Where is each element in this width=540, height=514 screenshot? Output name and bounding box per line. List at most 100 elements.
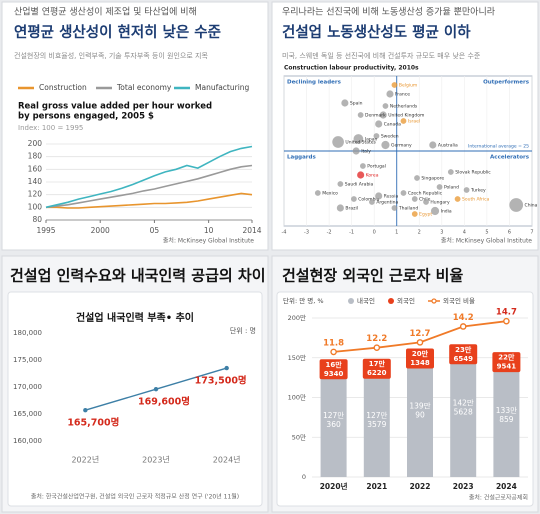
- legend-label: 외국인 비율: [443, 296, 475, 305]
- value-label: 17만: [369, 359, 386, 368]
- x-tick-label: -3: [304, 230, 309, 236]
- point-label: Canada: [384, 122, 401, 128]
- legend-label: 내국인: [357, 296, 375, 305]
- point: [400, 118, 407, 124]
- x-tick-label: 2000: [91, 226, 110, 235]
- point: [314, 190, 321, 196]
- point-label: Singapore: [421, 176, 444, 182]
- point-label: France: [395, 92, 410, 98]
- title: 건설현장 외국인 근로자 비율: [282, 267, 463, 285]
- series-line: [45, 145, 253, 209]
- source: 출처: McKinsey Global Institute: [441, 237, 532, 245]
- unit-label: 단위: 만 명, %: [283, 296, 324, 305]
- x-tick-label: 2023년: [142, 455, 170, 465]
- y-tick-label: 180,000: [13, 329, 42, 337]
- x-tick-label: 1: [395, 230, 398, 236]
- x-tick-label: 2: [418, 230, 421, 236]
- value-label: 20만: [412, 349, 429, 358]
- point-label: Sweden: [381, 134, 399, 140]
- point: [447, 169, 454, 175]
- y-tick-label: 80: [32, 215, 42, 224]
- point: [373, 133, 380, 139]
- value-label: 142만: [453, 399, 474, 408]
- point: [459, 323, 467, 330]
- source: 출처: 한국건설산업연구원, 건설업 외국인 근로자 적정규모 산정 연구 ('…: [31, 493, 239, 501]
- point: [360, 163, 366, 169]
- x-tick-label: 2023: [453, 482, 474, 491]
- point-label: Thailand: [398, 206, 418, 212]
- x-tick-label: 10: [204, 226, 214, 235]
- point-label: Australia: [438, 143, 458, 149]
- value-label: 169,600명: [138, 396, 190, 408]
- point: [382, 103, 389, 109]
- point-label: South Africa: [462, 197, 490, 203]
- point-label: Hungary: [430, 200, 450, 206]
- point: [381, 140, 390, 150]
- point: [337, 181, 344, 187]
- point-label: Spain: [350, 101, 363, 107]
- x-tick-label: 3: [440, 230, 443, 236]
- value-label: 14.2: [453, 313, 474, 323]
- legend-label: Construction: [39, 83, 87, 92]
- x-tick-label: 2014: [242, 226, 261, 235]
- value-label: 12.7: [410, 329, 431, 339]
- point: [341, 99, 349, 107]
- y-tick-label: 160,000: [13, 437, 42, 445]
- point-label: Turkey: [470, 188, 486, 194]
- point-label: Germany: [391, 143, 412, 149]
- bar-segment: [407, 366, 433, 477]
- point-label: Japan: [364, 137, 378, 143]
- title: 연평균 생산성이 현저히 낮은 수준: [14, 23, 221, 41]
- legend-label: Manufacturing: [195, 83, 250, 92]
- point: [454, 196, 461, 202]
- x-tick-label: 7: [530, 230, 533, 236]
- point: [330, 348, 337, 356]
- y-tick-label: 100만: [288, 393, 306, 402]
- point-label: Italy: [361, 149, 371, 155]
- value-label: 6549: [453, 355, 473, 363]
- quadrant-label: Laggards: [287, 155, 316, 161]
- value-label: 9541: [497, 363, 517, 371]
- title: 건설업 노동생산성도 평균 이하: [282, 23, 471, 41]
- y-tick-label: 200만: [288, 313, 306, 322]
- point: [336, 204, 344, 212]
- point-label: Belgium: [399, 83, 417, 89]
- x-tick-label: 6: [508, 230, 511, 236]
- source: 출처: McKinsey Global Institute: [163, 237, 254, 245]
- point: [375, 120, 383, 128]
- chart-title: Real gross value added per hour worked: [18, 102, 212, 112]
- point: [423, 199, 429, 205]
- point: [153, 386, 159, 392]
- point-label: Czech Republic: [408, 191, 443, 197]
- point: [411, 211, 418, 217]
- point: [379, 111, 387, 119]
- value-label-box: [319, 359, 348, 380]
- value-label: 14.7: [496, 308, 517, 318]
- average-label: International average = 25: [468, 144, 529, 150]
- point-label: Egypt: [419, 212, 432, 218]
- source: 출처: 건설근로자공제회: [469, 494, 528, 502]
- value-label: 360: [326, 420, 341, 429]
- value-label-box: [449, 344, 478, 365]
- x-tick-label: -4: [282, 230, 287, 236]
- bar-segment: [493, 371, 520, 477]
- subtitle: 산업별 연평균 생산성이 제조업 및 타산업에 비해: [14, 6, 197, 18]
- value-label: 6220: [367, 369, 387, 377]
- x-tick-label: -2: [327, 230, 332, 236]
- y-tick-label: 165,000: [13, 410, 42, 418]
- value-label-box: [492, 352, 521, 373]
- x-tick-label: 2022: [410, 482, 431, 491]
- point: [509, 198, 524, 212]
- panel: [1, 1, 269, 251]
- point: [436, 184, 443, 190]
- y-tick-label: 180: [28, 152, 43, 161]
- quadrant-label: Declining leaders: [287, 80, 342, 86]
- y-tick-label: 50만: [292, 432, 306, 441]
- chart-title: by persons engaged, 2005 $: [18, 112, 154, 122]
- point: [416, 339, 424, 346]
- value-label: 9340: [324, 370, 344, 378]
- legend-swatch: [431, 298, 437, 304]
- x-tick-label: 5: [485, 230, 488, 236]
